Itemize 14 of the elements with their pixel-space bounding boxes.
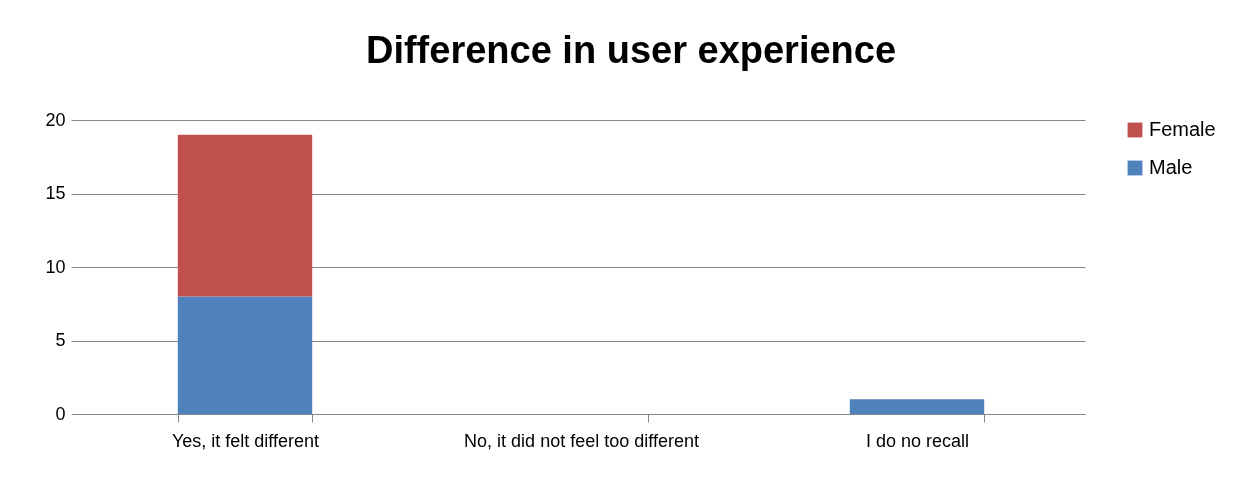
chart-title: Difference in user experience: [365, 29, 897, 71]
bar: [177, 134, 313, 297]
legend-label: Female: [1149, 118, 1216, 140]
y-tick-label: 20: [45, 109, 66, 130]
y-tick-label: 0: [55, 403, 66, 424]
legend-label: Male: [1149, 156, 1193, 178]
x-tick-label: No, it did not feel too different: [464, 430, 699, 451]
y-tick-label: 5: [55, 330, 66, 350]
x-tick-label: Yes, it felt different: [171, 430, 320, 451]
bar: [849, 399, 985, 414]
bar: [177, 296, 313, 414]
x-tick-label: I do no recall: [865, 430, 970, 451]
y-tick-label: 15: [45, 183, 66, 203]
y-tick-label: 10: [45, 256, 66, 277]
